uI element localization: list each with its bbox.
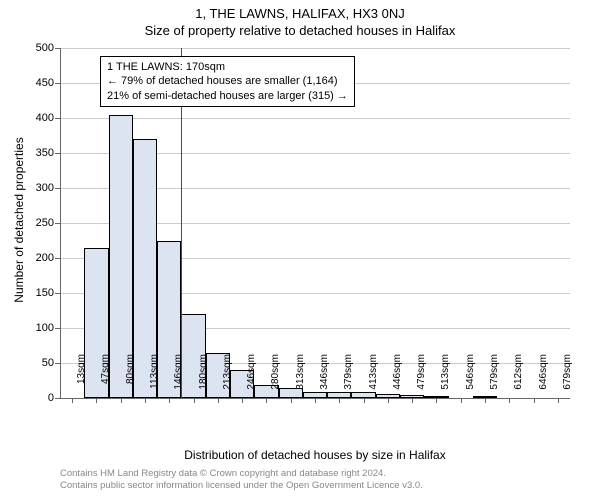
page-title-line1: 1, THE LAWNS, HALIFAX, HX3 0NJ (0, 0, 600, 21)
annotation-line3: 21% of semi-detached houses are larger (… (107, 89, 348, 103)
xtick-label: 612sqm (513, 354, 524, 404)
x-axis-label: Distribution of detached houses by size … (60, 448, 570, 462)
ytick-label: 100 (14, 322, 54, 334)
xtick-label: 646sqm (538, 354, 549, 404)
ytick-label: 450 (14, 77, 54, 89)
annotation-line2: ← 79% of detached houses are smaller (1,… (107, 74, 348, 88)
ytick-label: 50 (14, 357, 54, 369)
annotation-line1: 1 THE LAWNS: 170sqm (107, 60, 348, 74)
footer-line1: Contains HM Land Registry data © Crown c… (60, 468, 423, 480)
chart-container: 1, THE LAWNS, HALIFAX, HX3 0NJ Size of p… (0, 0, 600, 500)
ytick-label: 0 (14, 392, 54, 404)
ytick-label: 300 (14, 182, 54, 194)
ytick-label: 150 (14, 287, 54, 299)
gridline (60, 48, 570, 49)
gridline (60, 118, 570, 119)
ytick-label: 500 (14, 42, 54, 54)
xtick-label: 513sqm (440, 354, 451, 404)
ytick-label: 350 (14, 147, 54, 159)
footer-attribution: Contains HM Land Registry data © Crown c… (60, 468, 423, 492)
page-title-line2: Size of property relative to detached ho… (0, 21, 600, 38)
plot-area: 13sqm47sqm80sqm113sqm146sqm180sqm213sqm2… (60, 48, 570, 398)
footer-line2: Contains public sector information licen… (60, 480, 423, 492)
xtick-label: 679sqm (562, 354, 573, 404)
ytick-label: 250 (14, 217, 54, 229)
annotation-box: 1 THE LAWNS: 170sqm ← 79% of detached ho… (100, 56, 355, 107)
ytick-label: 400 (14, 112, 54, 124)
xtick-label: 579sqm (489, 354, 500, 404)
ytick-label: 200 (14, 252, 54, 264)
